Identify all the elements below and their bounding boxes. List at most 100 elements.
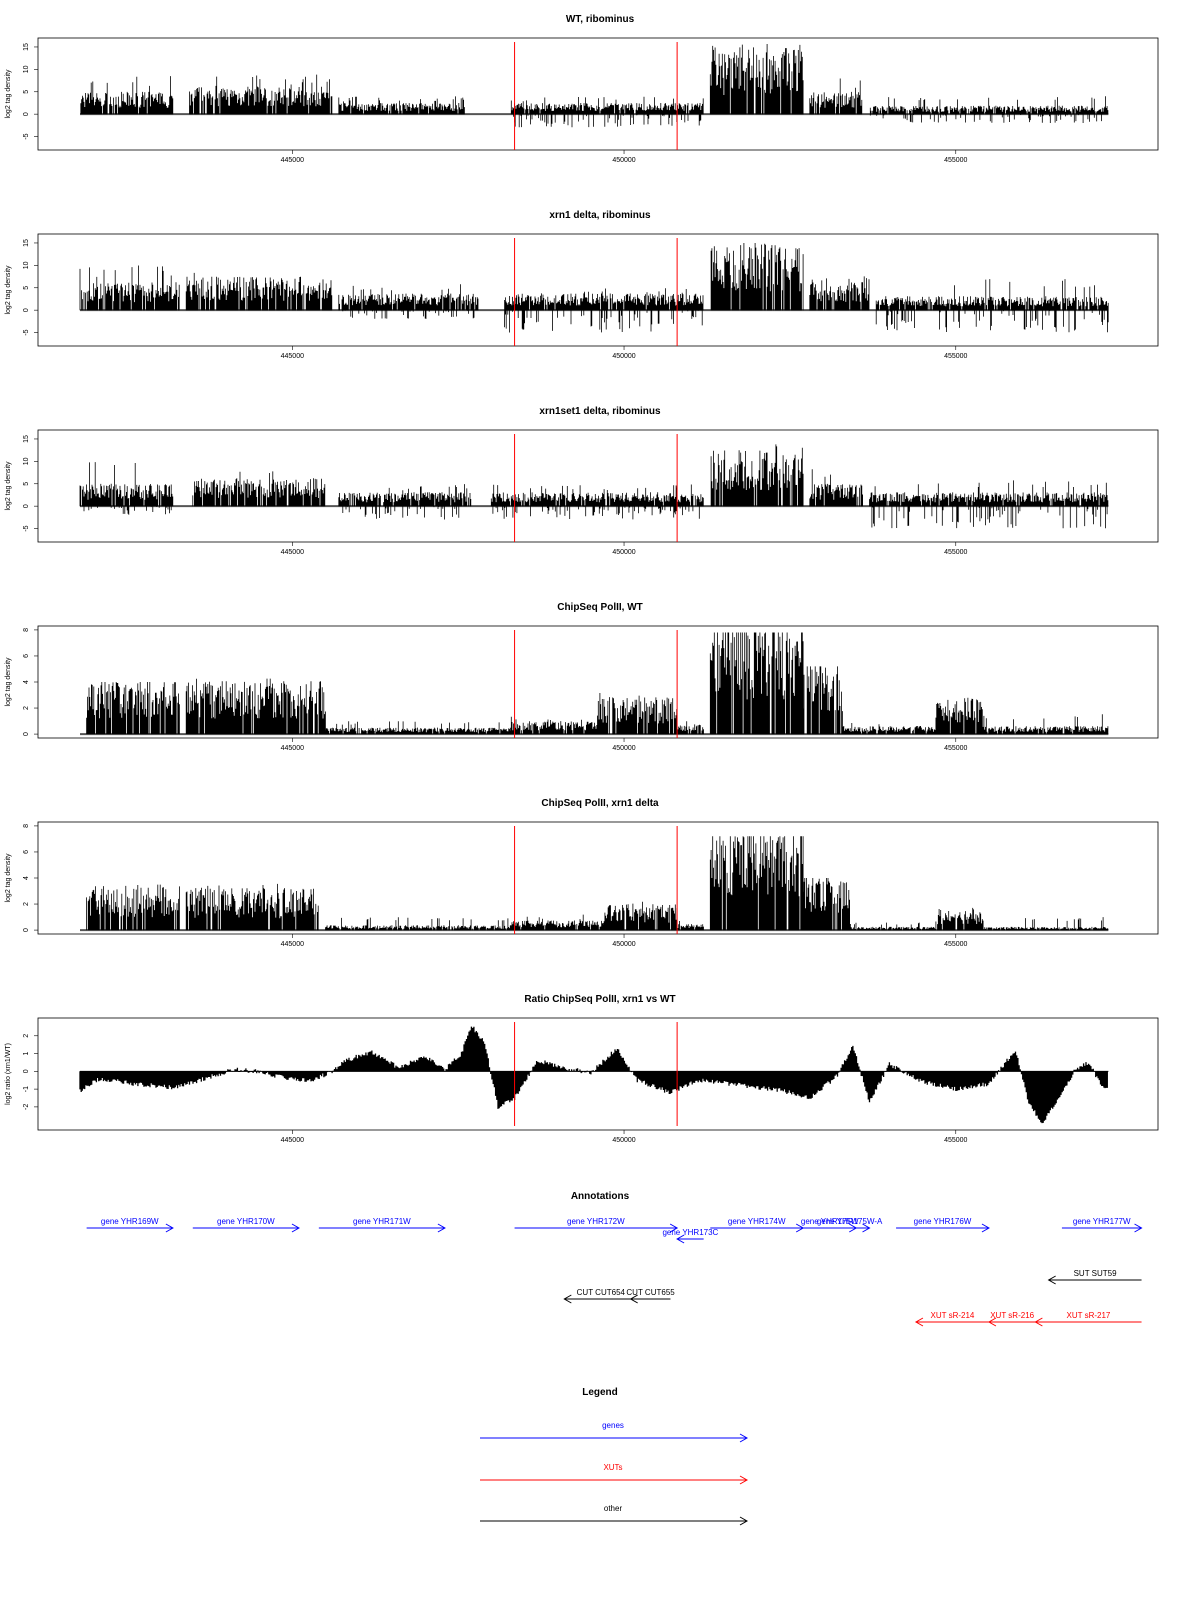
legend: Legend genes XUTs other bbox=[480, 1387, 749, 1526]
y-tick-label: 4 bbox=[23, 680, 30, 684]
feature-label: gene YHR169W bbox=[101, 1217, 159, 1226]
panel-title: xrn1set1 delta, ribominus bbox=[539, 406, 661, 417]
panel-ratio: Ratio ChipSeq PolII, xrn1 vs WT -2 -1 0 1 2 lo… bbox=[5, 994, 1159, 1144]
feature-arrow-head bbox=[1134, 1223, 1143, 1233]
feature-arrow-head bbox=[987, 1317, 997, 1327]
panel-title: WT, ribominus bbox=[566, 14, 635, 25]
feature-gene-yhr172w: gene YHR172W bbox=[514, 1217, 679, 1233]
feature-label: XUT sR-217 bbox=[1067, 1311, 1111, 1320]
feature-label: gene YHR176W bbox=[914, 1217, 972, 1226]
panel-title: ChipSeq PolII, WT bbox=[557, 602, 643, 613]
y-tick-label: 6 bbox=[23, 654, 30, 658]
y-tick-label: 15 bbox=[23, 239, 30, 247]
legend-label: other bbox=[604, 1504, 623, 1513]
y-tick-label: 5 bbox=[23, 286, 30, 290]
y-tick-label: 0 bbox=[23, 504, 30, 508]
feature-label: gene YHR173C bbox=[662, 1228, 718, 1237]
x-tick-label: 450000 bbox=[612, 157, 635, 164]
feature-gene-yhr173c: gene YHR173C bbox=[662, 1228, 719, 1244]
feature-arrow-head bbox=[862, 1223, 871, 1233]
feature-arrow-head bbox=[981, 1223, 990, 1233]
y-axis-label: log2 ratio (xrn1/WT) bbox=[5, 1043, 12, 1105]
feature-xut-sr-217: XUT sR-217 bbox=[1034, 1311, 1142, 1327]
legend-entry-other: other bbox=[480, 1504, 749, 1526]
y-tick-label: 0 bbox=[23, 928, 30, 932]
x-tick-label: 445000 bbox=[281, 353, 304, 360]
x-tick-label: 445000 bbox=[281, 157, 304, 164]
x-tick-label: 445000 bbox=[281, 549, 304, 556]
x-tick-label: 450000 bbox=[612, 549, 635, 556]
signal-bars bbox=[86, 632, 1109, 735]
panel-frame bbox=[37, 233, 1159, 347]
y-tick-label: 0 bbox=[23, 308, 30, 312]
panel-title: Ratio ChipSeq PolII, xrn1 vs WT bbox=[524, 994, 675, 1005]
feature-cut-cut655: CUT CUT655 bbox=[626, 1288, 675, 1304]
x-tick-label: 445000 bbox=[281, 941, 304, 948]
y-tick-label: 8 bbox=[23, 824, 30, 828]
panel-chip_wt: ChipSeq PolII, WT 0 2 4 6 8 log2 tag density 44… bbox=[5, 602, 1159, 752]
panel-wt: WT, ribominus -5 0 5 10 15 log2 tag density 445… bbox=[5, 14, 1159, 164]
feature-label: gene YHR172W bbox=[567, 1217, 625, 1226]
feature-label: CUT CUT654 bbox=[577, 1288, 626, 1297]
feature-gene-yhr175w-a: gene YHR175W-A bbox=[817, 1217, 883, 1233]
feature-arrow-head bbox=[1034, 1317, 1043, 1327]
x-tick-label: 455000 bbox=[944, 157, 967, 164]
y-axis-label: log2 tag density bbox=[5, 853, 12, 903]
feature-label: CUT CUT655 bbox=[626, 1288, 675, 1297]
feature-xut-sr-214: XUT sR-214 bbox=[914, 1311, 989, 1327]
y-tick-label: 10 bbox=[23, 65, 30, 73]
feature-sut-sut59: SUT SUT59 bbox=[1047, 1269, 1142, 1285]
y-tick-label: 1 bbox=[23, 1052, 30, 1056]
y-tick-label: 10 bbox=[23, 261, 30, 269]
x-tick-label: 445000 bbox=[281, 1137, 304, 1144]
feature-label: gene YHR171W bbox=[353, 1217, 411, 1226]
x-tick-label: 455000 bbox=[944, 745, 967, 752]
feature-arrow-head bbox=[563, 1294, 572, 1304]
y-tick-label: 15 bbox=[23, 43, 30, 51]
y-tick-label: -5 bbox=[23, 525, 30, 531]
y-tick-label: 5 bbox=[23, 90, 30, 94]
signal-bars bbox=[79, 243, 1109, 333]
x-tick-label: 455000 bbox=[944, 353, 967, 360]
panel-xrn1set1: xrn1set1 delta, ribominus -5 0 5 10 15 log2 ta… bbox=[5, 406, 1159, 556]
feature-arrow-head bbox=[1047, 1275, 1056, 1285]
y-tick-label: 5 bbox=[23, 482, 30, 486]
legend-label: genes bbox=[602, 1421, 624, 1430]
legend-arrow-head bbox=[739, 1475, 749, 1485]
panel-frame bbox=[37, 429, 1159, 543]
panel-title: xrn1 delta, ribominus bbox=[549, 210, 651, 221]
feature-cut-cut654: CUT CUT654 bbox=[563, 1288, 638, 1304]
feature-arrow-head bbox=[676, 1234, 685, 1244]
feature-label: gene YHR174W bbox=[728, 1217, 786, 1226]
y-tick-label: 0 bbox=[23, 732, 30, 736]
signal-bars bbox=[79, 444, 1109, 529]
y-tick-label: 2 bbox=[23, 902, 30, 906]
panel-title: ChipSeq PolII, xrn1 delta bbox=[541, 798, 659, 809]
x-tick-label: 450000 bbox=[612, 745, 635, 752]
panel-chip_xrn1: ChipSeq PolII, xrn1 delta 0 2 4 6 8 log2 tag d… bbox=[5, 798, 1159, 948]
y-tick-label: 10 bbox=[23, 457, 30, 465]
x-tick-label: 450000 bbox=[612, 353, 635, 360]
y-tick-label: 0 bbox=[23, 112, 30, 116]
legend-arrow-head bbox=[739, 1516, 749, 1526]
y-tick-label: 8 bbox=[23, 628, 30, 632]
legend-title: Legend bbox=[582, 1387, 618, 1398]
y-tick-label: -5 bbox=[23, 329, 30, 335]
x-tick-label: 455000 bbox=[944, 549, 967, 556]
feature-arrow-head bbox=[291, 1223, 300, 1233]
feature-label: gene YHR175W-A bbox=[817, 1217, 883, 1226]
legend-entry-genes: genes bbox=[480, 1421, 749, 1443]
legend-label: XUTs bbox=[603, 1463, 622, 1472]
feature-arrow-head bbox=[669, 1223, 679, 1233]
y-tick-label: 6 bbox=[23, 850, 30, 854]
y-axis-label: log2 tag density bbox=[5, 657, 12, 707]
y-axis-label: log2 tag density bbox=[5, 461, 12, 511]
feature-gene-yhr174w: gene YHR174W bbox=[710, 1217, 805, 1233]
feature-arrow-head bbox=[437, 1223, 446, 1233]
feature-label: XUT sR-214 bbox=[931, 1311, 975, 1320]
y-axis-label: log2 tag density bbox=[5, 265, 12, 315]
feature-gene-yhr171w: gene YHR171W bbox=[318, 1217, 446, 1233]
feature-xut-sr-216: XUT sR-216 bbox=[987, 1311, 1036, 1327]
feature-gene-yhr170w: gene YHR170W bbox=[192, 1217, 300, 1233]
y-tick-label: 2 bbox=[23, 706, 30, 710]
